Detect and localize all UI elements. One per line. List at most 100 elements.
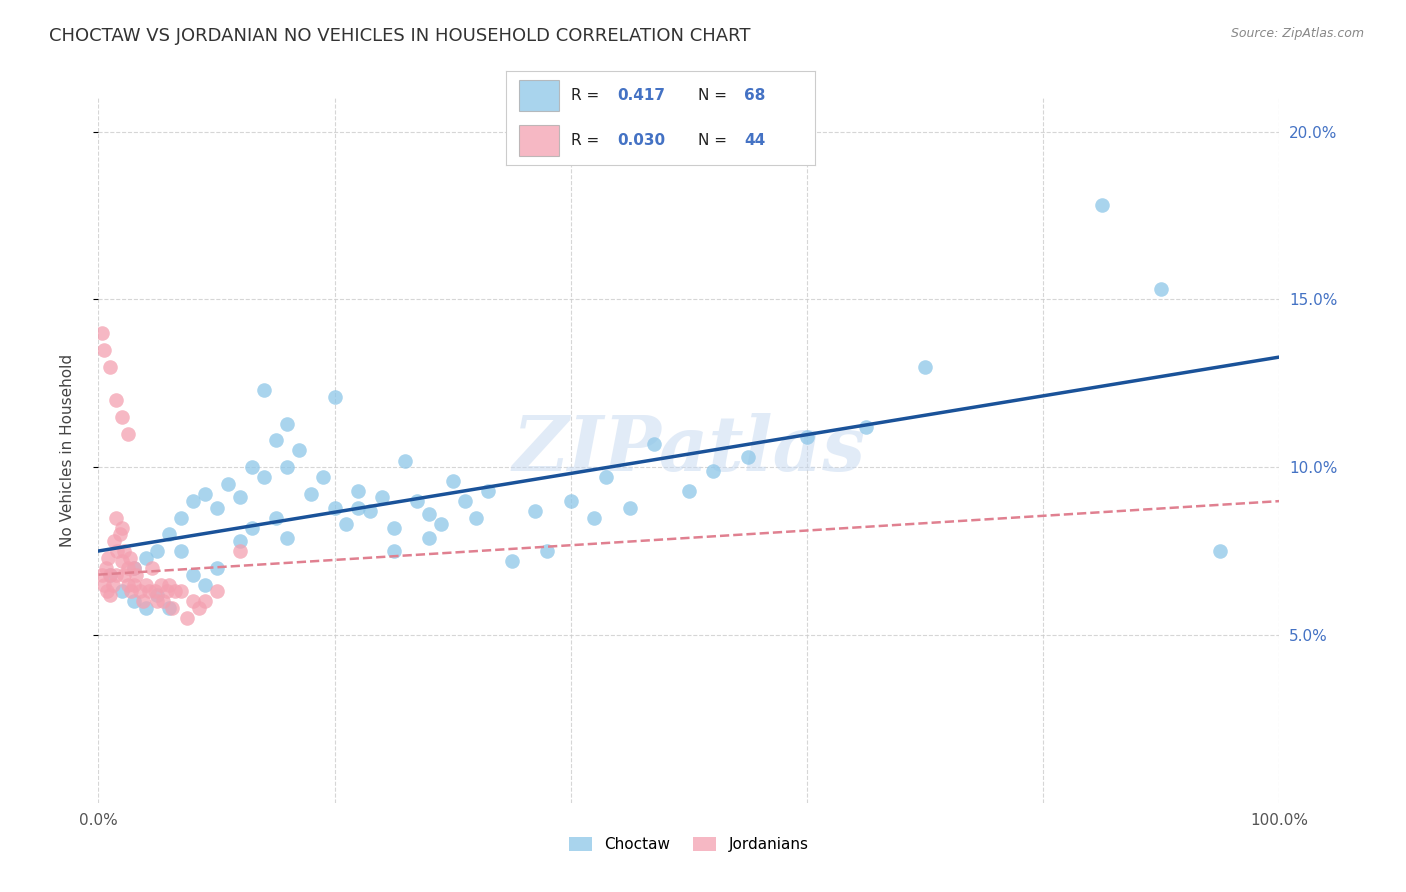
Point [347,500,370,515]
Point [146,594,169,608]
Point [382,521,405,535]
Text: R =: R = [571,133,605,148]
Point [288,443,311,458]
Point [160,601,183,615]
Point [157,527,180,541]
Point [101,577,124,591]
Point [1091,198,1114,212]
Point [93,577,115,591]
Text: 44: 44 [744,133,766,148]
FancyBboxPatch shape [519,79,558,111]
Point [105,544,128,558]
Point [165,584,187,599]
Point [619,500,641,515]
Point [253,470,276,484]
Point [121,584,143,599]
Point [152,594,174,608]
Point [122,594,145,608]
Point [170,510,193,524]
Point [560,493,582,508]
Point [157,577,180,591]
Point [595,470,617,484]
Point [276,531,298,545]
Point [205,561,228,575]
Point [1150,282,1173,296]
Point [796,430,818,444]
Point [465,510,488,524]
Point [143,584,166,599]
Text: CHOCTAW VS JORDANIAN NO VEHICLES IN HOUSEHOLD CORRELATION CHART: CHOCTAW VS JORDANIAN NO VEHICLES IN HOUS… [49,27,751,45]
Point [229,534,252,549]
Text: 68: 68 [744,87,766,103]
Point [128,584,150,599]
Point [108,527,131,541]
Point [98,567,121,582]
Point [94,561,117,575]
Point [430,517,453,532]
Point [347,483,370,498]
Point [217,477,239,491]
Point [312,470,335,484]
Point [524,504,547,518]
Point [678,483,700,498]
Point [583,510,606,524]
Point [122,561,145,575]
Point [150,577,173,591]
Point [453,493,475,508]
Point [112,544,135,558]
Text: ZIPatlas: ZIPatlas [512,414,866,487]
Point [103,534,125,549]
Point [702,464,724,478]
Point [276,460,298,475]
Point [146,544,169,558]
Point [96,584,118,599]
Point [105,510,128,524]
Point [181,594,204,608]
Point [737,450,759,465]
Point [141,561,163,575]
Y-axis label: No Vehicles in Household: No Vehicles in Household [60,354,75,547]
Text: N =: N = [697,133,731,148]
Legend: Choctaw, Jordanians: Choctaw, Jordanians [564,831,814,859]
Point [205,500,228,515]
Point [111,409,134,424]
Point [914,359,936,374]
Point [181,567,204,582]
Point [117,561,139,575]
Point [276,417,298,431]
Point [122,561,145,575]
Point [406,493,429,508]
Point [240,521,263,535]
Point [135,550,157,565]
Point [441,474,464,488]
Point [253,383,276,397]
Point [156,584,179,599]
Point [117,577,139,591]
Point [97,550,120,565]
Point [135,577,157,591]
Point [229,544,252,558]
Point [91,326,114,340]
Point [229,491,252,505]
Point [170,584,193,599]
Point [122,577,145,591]
Point [98,359,121,374]
Point [157,601,180,615]
Point [111,584,134,599]
Point [105,567,128,582]
Point [117,426,139,441]
Point [112,567,135,582]
Point [1209,544,1232,558]
Point [176,611,198,625]
Point [111,521,134,535]
Point [418,507,440,521]
Point [855,420,877,434]
Point [418,531,440,545]
Point [170,544,193,558]
Text: N =: N = [697,87,731,103]
Point [359,504,381,518]
Point [111,554,134,568]
Point [264,510,287,524]
Point [643,436,665,450]
Point [146,588,169,602]
